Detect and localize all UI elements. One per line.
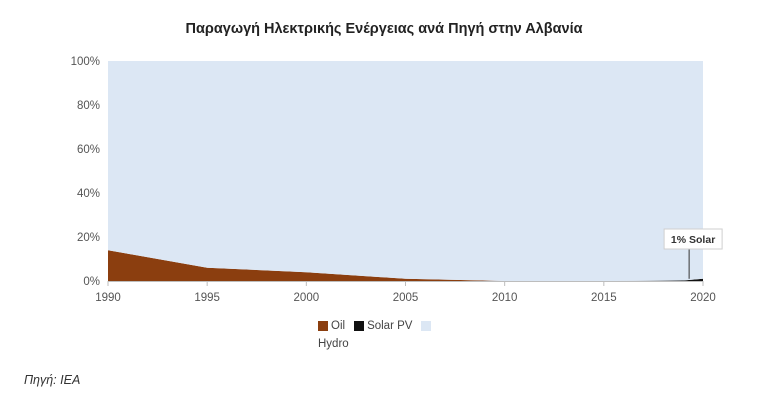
y-tick-label: 40% [77, 188, 100, 200]
y-tick-label: 20% [77, 232, 100, 244]
legend-item-solar: Solar PV [354, 320, 412, 332]
chart-title: Παραγωγή Ηλεκτρικής Ενέργειας ανά Πηγή σ… [185, 21, 583, 37]
legend-item-oil: Oil [318, 320, 345, 332]
y-axis: 0% 20% 40% 60% 80% 100% [71, 56, 100, 288]
annotation-group: 1% Solar [663, 228, 723, 279]
x-axis: 1990 1995 2000 2005 2010 2015 2020 [95, 281, 716, 304]
x-tick-label: 2010 [492, 292, 518, 304]
area-oil [108, 250, 703, 281]
legend-swatch-hydro [421, 321, 432, 331]
annotation-label: 1% Solar [671, 234, 715, 246]
legend-label-hydro: Hydro [318, 338, 349, 350]
legend-label-oil: Oil [331, 320, 346, 332]
source-note: Πηγή: IEA [24, 373, 81, 387]
y-tick-label: 100% [71, 56, 100, 68]
annotation-box [663, 228, 723, 250]
y-tick-label: 80% [77, 100, 100, 112]
x-tick-label: 1990 [95, 292, 121, 304]
x-tick-label: 2020 [690, 292, 716, 304]
x-tick-label: 2000 [294, 292, 320, 304]
legend-swatch-oil [318, 321, 328, 331]
legend-item-hydro [421, 321, 432, 331]
legend-label-solar: Solar PV [367, 320, 413, 332]
legend-swatch-solar [354, 321, 365, 331]
x-tick-label: 2015 [591, 292, 617, 304]
y-tick-label: 0% [83, 276, 100, 288]
area-series-group [108, 61, 703, 281]
x-tick-label: 2005 [393, 292, 419, 304]
x-tick-label: 1995 [194, 292, 220, 304]
y-tick-label: 60% [77, 144, 100, 156]
area-hydro [108, 61, 703, 281]
legend: Oil Solar PV [318, 319, 436, 333]
